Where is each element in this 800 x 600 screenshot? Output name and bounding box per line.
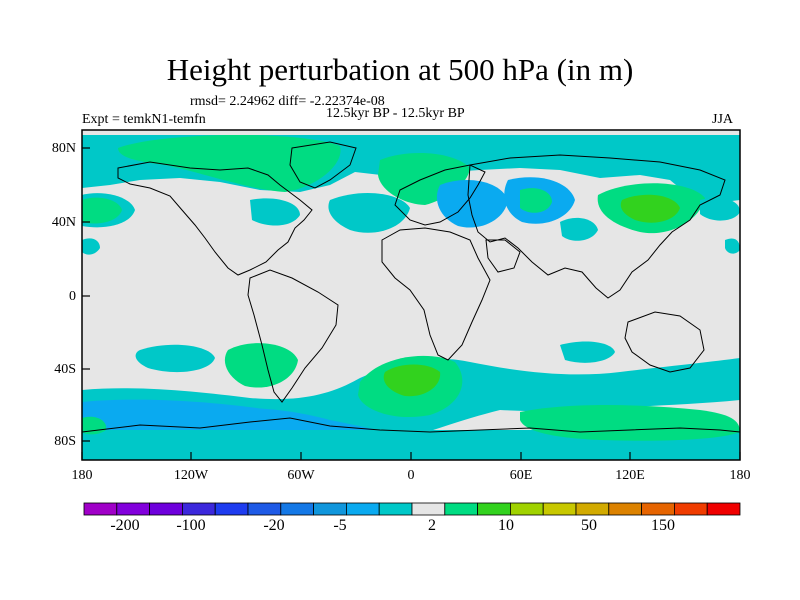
coastline-europe bbox=[394, 164, 486, 226]
colorbar-swatch bbox=[345, 502, 380, 516]
season-label: JJA bbox=[712, 112, 734, 127]
contour-light-blue-china bbox=[560, 217, 598, 241]
colorbar-swatch bbox=[641, 502, 675, 516]
colorbar-label: -5 bbox=[333, 517, 347, 534]
contour-light-blue-west-pacific bbox=[725, 238, 740, 254]
contour-light-blue-east-pacific bbox=[82, 238, 100, 255]
contour-light-blue-canada bbox=[250, 198, 300, 226]
coastlines bbox=[81, 141, 741, 433]
coastline-antarctica bbox=[81, 417, 741, 433]
lat-label-80n: 80N bbox=[51, 141, 76, 156]
colorbar-label: -20 bbox=[263, 517, 285, 534]
colorbar-swatch bbox=[214, 502, 249, 516]
lat-label-80s: 80S bbox=[54, 434, 76, 449]
contour-green-central-asia bbox=[520, 188, 552, 213]
colorbar-swatch bbox=[116, 502, 151, 516]
colorbar-swatch bbox=[706, 502, 741, 516]
colorbar-swatch bbox=[542, 502, 577, 516]
contour-bright-green-siberia bbox=[620, 194, 680, 223]
contour-green-greenland bbox=[118, 134, 341, 192]
contour-green-pacific-nw bbox=[82, 197, 122, 224]
colorbar-swatch bbox=[149, 502, 183, 516]
tick-marks bbox=[81, 147, 741, 460]
lon-label-60e: 60E bbox=[509, 468, 533, 483]
plot-title: Height perturbation at 500 hPa (in m) bbox=[166, 52, 634, 87]
colorbar bbox=[83, 502, 741, 516]
lat-label-40s: 40S bbox=[54, 362, 76, 377]
colorbar-swatch bbox=[575, 502, 610, 516]
coastline-greenland bbox=[289, 141, 357, 189]
colorbar-label: -100 bbox=[176, 517, 206, 534]
colorbar-label: 10 bbox=[498, 517, 514, 534]
colorbar-swatch bbox=[444, 502, 478, 516]
experiment-label: Expt = temkN1-temfn bbox=[82, 112, 206, 127]
colorbar-label: 50 bbox=[581, 517, 597, 534]
lat-label-40n: 40N bbox=[51, 215, 76, 230]
colorbar-label: 150 bbox=[651, 517, 675, 534]
contour-green-chile bbox=[254, 358, 269, 373]
colorbar-swatch bbox=[608, 502, 642, 516]
lon-label-180e: 180 bbox=[729, 468, 751, 483]
coastline-australia bbox=[624, 311, 705, 373]
contour-light-blue-atlantic bbox=[328, 193, 410, 233]
lon-label-180w: 180 bbox=[71, 468, 93, 483]
contour-blue-western-europe bbox=[436, 180, 508, 228]
contour-light-blue-south-pacific bbox=[135, 344, 215, 373]
colorbar-swatch bbox=[674, 502, 708, 516]
period-label: 12.5kyr BP - 12.5kyr BP bbox=[326, 106, 465, 121]
colorbar-swatch bbox=[411, 502, 446, 516]
stats-text: rmsd= 2.24962 diff= -2.22374e-08 bbox=[190, 94, 385, 109]
colorbar-swatch bbox=[477, 502, 511, 516]
lon-label-60w: 60W bbox=[287, 468, 315, 483]
coastline-north-america bbox=[117, 161, 313, 276]
colorbar-swatch bbox=[378, 502, 413, 516]
colorbar-swatch bbox=[83, 502, 118, 516]
contour-light-blue-south-atlantic bbox=[560, 341, 615, 363]
colorbar-swatch bbox=[247, 502, 282, 516]
lon-label-120w: 120W bbox=[173, 468, 209, 483]
colorbar-swatch bbox=[181, 502, 216, 516]
lon-label-120e: 120E bbox=[615, 468, 645, 483]
contour-light-blue-far-east bbox=[700, 198, 740, 221]
colorbar-label: 2 bbox=[428, 517, 436, 534]
colorbar-swatch bbox=[313, 502, 347, 516]
colorbar-swatch bbox=[280, 502, 314, 516]
colorbar-swatch bbox=[509, 502, 544, 516]
coastline-south-america bbox=[247, 269, 339, 403]
contour-bright-green-south-atlantic bbox=[383, 364, 441, 397]
coastline-africa bbox=[381, 227, 491, 361]
lat-label-0: 0 bbox=[69, 289, 76, 304]
lon-label-0: 0 bbox=[407, 468, 415, 483]
coastline-arabia bbox=[485, 239, 521, 273]
map-field bbox=[82, 130, 740, 460]
colorbar-label: -200 bbox=[110, 517, 140, 534]
